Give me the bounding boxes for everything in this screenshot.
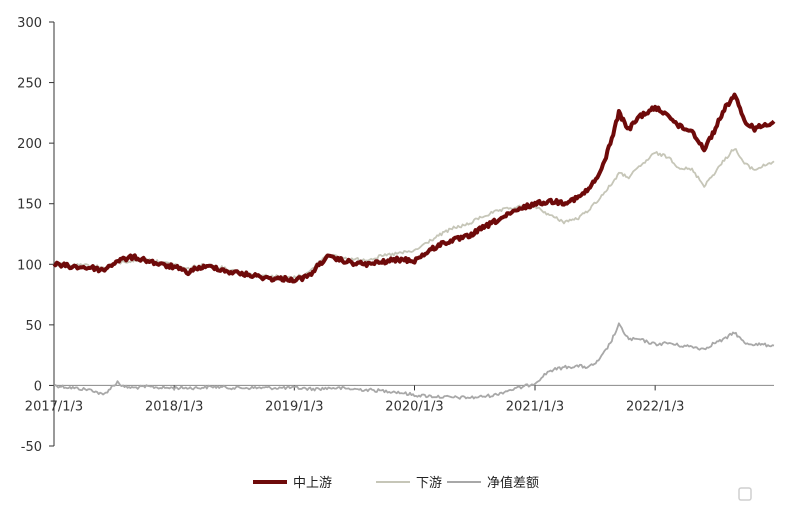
x-tick-label: 2019/1/3 xyxy=(265,399,323,414)
x-tick-label: 2021/1/3 xyxy=(506,399,564,414)
y-tick-label: 250 xyxy=(17,77,42,92)
y-tick-label: -50 xyxy=(21,440,42,455)
y-tick-label: 100 xyxy=(17,258,42,273)
watermark xyxy=(738,487,752,501)
y-tick-label: 50 xyxy=(25,319,42,334)
legend-label-0: 中上游 xyxy=(293,476,332,491)
series-layer xyxy=(52,92,776,400)
x-tick-label: 2017/1/3 xyxy=(25,399,83,414)
x-axis-ticks: 2017/1/3 2018/1/3 2019/1/3 2020/1/3 2021/1/3… xyxy=(25,385,684,414)
y-tick-label: 300 xyxy=(17,16,42,31)
y-tick-label: 200 xyxy=(17,137,42,152)
legend: 中上游 下游 净值差额 xyxy=(253,475,539,491)
y-tick-label: 150 xyxy=(17,198,42,213)
series-line-2 xyxy=(53,322,775,400)
y-tick-label: 0 xyxy=(34,379,42,394)
legend-label-1: 下游 xyxy=(416,476,442,491)
x-tick-label: 2020/1/3 xyxy=(385,399,443,414)
series-line-0 xyxy=(52,92,776,284)
x-tick-label: 2022/1/3 xyxy=(626,399,684,414)
legend-label-2: 净值差额 xyxy=(487,475,539,491)
watermark-logo-icon xyxy=(738,487,752,501)
y-axis-ticks: -50 0 50 100 150 200 250 300 xyxy=(17,16,54,455)
x-tick-label: 2018/1/3 xyxy=(145,399,203,414)
